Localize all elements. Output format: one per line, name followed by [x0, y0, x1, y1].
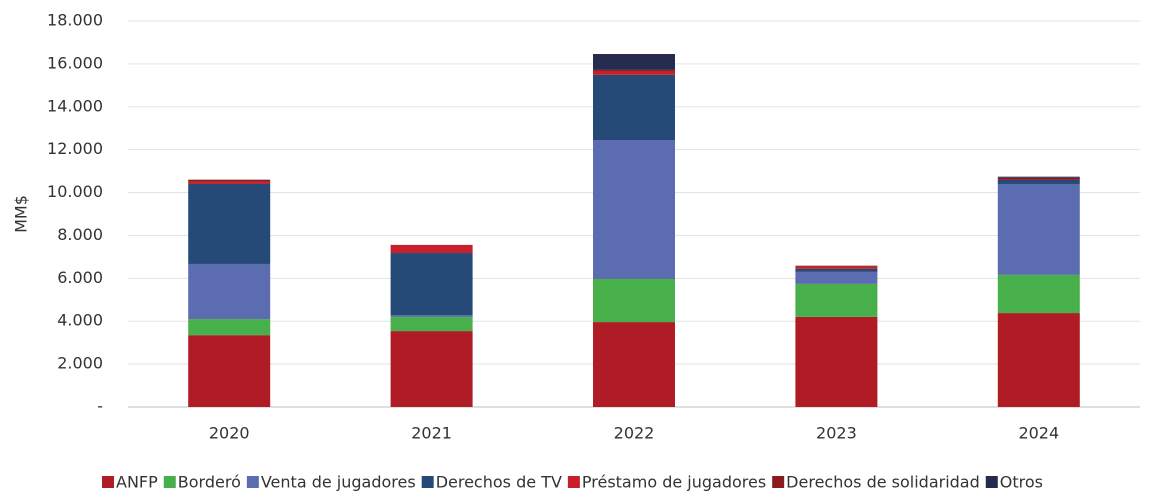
- y-tick-label: 10.000: [47, 182, 103, 201]
- legend-label: Borderó: [178, 473, 241, 492]
- bar-segment: [390, 244, 473, 254]
- y-axis-label: MM$: [12, 195, 31, 233]
- bar-segment: [188, 335, 271, 407]
- legend-label: ANFP: [116, 473, 158, 492]
- y-tick-label: 18.000: [47, 11, 103, 30]
- bar-segment: [188, 263, 271, 320]
- bar-segment: [997, 313, 1080, 407]
- x-tick-label: 2020: [209, 424, 250, 443]
- bar-segment: [795, 271, 878, 284]
- legend-label: Derechos de TV: [436, 473, 562, 492]
- bar-segment: [593, 74, 675, 141]
- bar-segment: [997, 176, 1080, 178]
- bar-segment: [997, 177, 1080, 180]
- legend-swatch: [985, 476, 998, 488]
- legend-swatch: [772, 476, 785, 488]
- bar-segment: [188, 319, 271, 336]
- bar-segment: [593, 278, 675, 323]
- bar-segment: [593, 54, 675, 70]
- bar-segment: [593, 140, 675, 279]
- bar-segment: [188, 181, 271, 184]
- legend-swatch: [102, 476, 115, 488]
- bar-segment: [795, 268, 878, 272]
- bar-segment: [593, 70, 675, 75]
- y-tick-label: 6.000: [57, 268, 103, 287]
- y-tick-label: 8.000: [57, 225, 103, 244]
- bar-segment: [390, 253, 473, 316]
- x-tick-label: 2023: [816, 424, 857, 443]
- bar-segment: [795, 283, 878, 317]
- bar-segment: [795, 265, 878, 267]
- y-tick-label: 12.000: [47, 139, 103, 158]
- bar-segment: [997, 274, 1080, 314]
- bar-segment: [390, 315, 473, 317]
- bar-segment: [795, 316, 878, 407]
- legend: ANFP Borderó Venta de jugadores Derechos de…: [102, 473, 1043, 492]
- legend-swatch: [246, 476, 259, 488]
- legend-label: Préstamo de jugadores: [582, 473, 766, 492]
- legend-label: Derechos de solidaridad: [786, 473, 980, 492]
- legend-label: Venta de jugadores: [261, 473, 416, 492]
- bar-segment: [390, 331, 473, 407]
- y-tick-label: 14.000: [47, 96, 103, 115]
- x-tick-label: 2021: [411, 424, 452, 443]
- y-tick-label: 16.000: [47, 53, 103, 72]
- legend-swatch: [163, 476, 176, 488]
- bar-segment: [593, 69, 675, 71]
- bar-segment: [997, 183, 1080, 275]
- x-tick-label: 2022: [614, 424, 655, 443]
- bar-segment: [188, 179, 271, 182]
- y-tick-label: 4.000: [57, 311, 103, 330]
- bar-segment: [997, 179, 1080, 184]
- bar-segment: [188, 183, 271, 264]
- x-tick-label: 2024: [1018, 424, 1059, 443]
- legend-swatch: [567, 476, 580, 488]
- legend-label: Otros: [1000, 473, 1043, 492]
- y-tick-label: 2.000: [57, 354, 103, 373]
- bar-segment: [593, 322, 675, 407]
- y-tick-label: -: [97, 397, 103, 416]
- legend-swatch: [421, 476, 434, 488]
- bar-segment: [390, 316, 473, 332]
- bar-segment: [795, 266, 878, 269]
